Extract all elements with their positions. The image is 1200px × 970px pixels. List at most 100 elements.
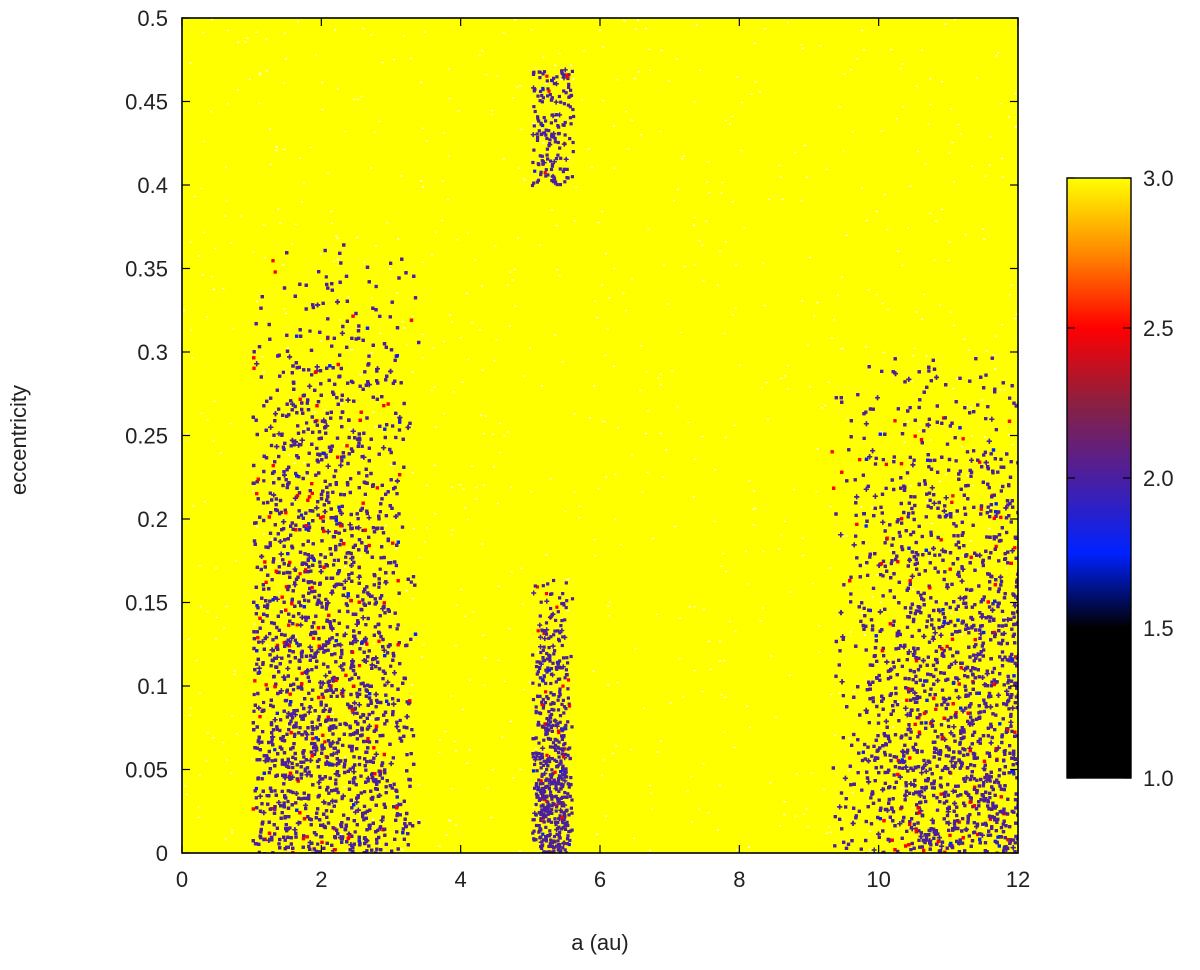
- heatmap-cell: [233, 670, 236, 672]
- heatmap-cell: [295, 820, 301, 826]
- heatmap-cell: [333, 746, 337, 750]
- heatmap-cell: [310, 731, 314, 736]
- heatmap-cell: [303, 462, 306, 464]
- heatmap-cell: [519, 85, 522, 87]
- heatmap-cell: [1001, 691, 1004, 693]
- heatmap-cell: [402, 799, 406, 803]
- heatmap-cell: [545, 82, 548, 84]
- heatmap-cell: [395, 547, 398, 550]
- heatmap-cell: [769, 782, 772, 784]
- heatmap-cell: [522, 178, 525, 180]
- heatmap-cell: [313, 655, 317, 659]
- heatmap-cell: [1007, 116, 1010, 118]
- heatmap-cell: [400, 848, 403, 850]
- heatmap-cell: [376, 717, 380, 721]
- heatmap-cell: [362, 818, 366, 822]
- heatmap-cell: [367, 844, 371, 848]
- heatmap-cell: [399, 739, 404, 743]
- heatmap-cell: [822, 788, 825, 791]
- heatmap-cell: [254, 842, 258, 846]
- heatmap-cell: [286, 552, 290, 556]
- heatmap-cell: [256, 777, 260, 781]
- heatmap-cell: [271, 492, 277, 498]
- heatmap-cell: [268, 653, 272, 657]
- heatmap-cell: [365, 265, 370, 269]
- heatmap-cell: [268, 543, 272, 548]
- heatmap-cell: [377, 639, 381, 643]
- heatmap-cell: [375, 698, 379, 703]
- heatmap-cell: [395, 492, 399, 496]
- heatmap-cell: [327, 172, 330, 174]
- heatmap-cell: [321, 777, 325, 781]
- heatmap-cell: [363, 684, 367, 688]
- heatmap-cell: [309, 774, 313, 778]
- heatmap-cell: [340, 840, 344, 844]
- heatmap-cell: [189, 707, 192, 709]
- heatmap-cell: [408, 421, 412, 425]
- heatmap-cell: [367, 362, 371, 366]
- heatmap-cell: [590, 166, 593, 168]
- heatmap-cell: [981, 826, 985, 828]
- heatmap-cell: [347, 576, 351, 581]
- heatmap-cell: [259, 567, 263, 572]
- heatmap-cell: [301, 750, 305, 754]
- heatmap-cell: [455, 749, 458, 752]
- heatmap-cell: [947, 259, 950, 262]
- heatmap-cell: [758, 91, 761, 93]
- heatmap-cell: [386, 575, 389, 577]
- heatmap-cell: [330, 798, 335, 804]
- heatmap-cell: [602, 46, 605, 48]
- heatmap-cell: [288, 660, 292, 664]
- heatmap-cell: [613, 267, 616, 270]
- heatmap-cell: [896, 828, 899, 831]
- heatmap-cell: [422, 643, 425, 646]
- heatmap-cell: [325, 755, 329, 759]
- heatmap-cell: [405, 753, 409, 757]
- heatmap-cell: [299, 765, 303, 769]
- heatmap-cell: [193, 195, 196, 198]
- heatmap-cell: [778, 825, 781, 827]
- heatmap-cell: [381, 645, 385, 649]
- heatmap-cell: [508, 271, 512, 273]
- heatmap-cell: [321, 799, 327, 805]
- heatmap-cell: [370, 34, 373, 36]
- heatmap-cell: [309, 632, 313, 637]
- heatmap-cell: [270, 759, 274, 763]
- heatmap-cell: [307, 644, 313, 650]
- heatmap-cell: [572, 78, 575, 80]
- heatmap-cell: [294, 801, 298, 805]
- heatmap-cell: [386, 702, 391, 706]
- heatmap-cell: [192, 505, 195, 507]
- heatmap-cell: [271, 538, 274, 540]
- heatmap-cell: [310, 625, 314, 629]
- heatmap-cell: [270, 731, 274, 735]
- heatmap-cell: [326, 317, 330, 321]
- heatmap-cell: [845, 535, 849, 537]
- heatmap-cell: [306, 398, 310, 402]
- heatmap-cell: [733, 424, 736, 427]
- heatmap-cell: [258, 72, 262, 74]
- heatmap-cell: [485, 74, 488, 76]
- heatmap-cell: [434, 231, 438, 233]
- heatmap-cell: [375, 740, 379, 744]
- heatmap-cell: [312, 581, 317, 585]
- heatmap-cell: [413, 296, 418, 300]
- heatmap-cell: [256, 671, 260, 675]
- heatmap-cell: [285, 58, 288, 60]
- heatmap-cell: [801, 537, 804, 539]
- heatmap-cell: [371, 306, 375, 310]
- heatmap-cell: [356, 621, 360, 625]
- heatmap-cell: [269, 664, 273, 668]
- heatmap-cell: [293, 757, 298, 761]
- heatmap-cell: [777, 548, 781, 550]
- heatmap-cell: [331, 490, 335, 494]
- heatmap-cell: [273, 477, 276, 479]
- heatmap-cell: [357, 631, 361, 635]
- heatmap-cell: [345, 625, 350, 629]
- heatmap-cell: [367, 354, 371, 358]
- heatmap-cell: [282, 82, 286, 84]
- heatmap-cell: [390, 464, 393, 466]
- heatmap-cell: [941, 208, 944, 211]
- heatmap-cell: [599, 29, 602, 31]
- heatmap-cell: [300, 687, 304, 691]
